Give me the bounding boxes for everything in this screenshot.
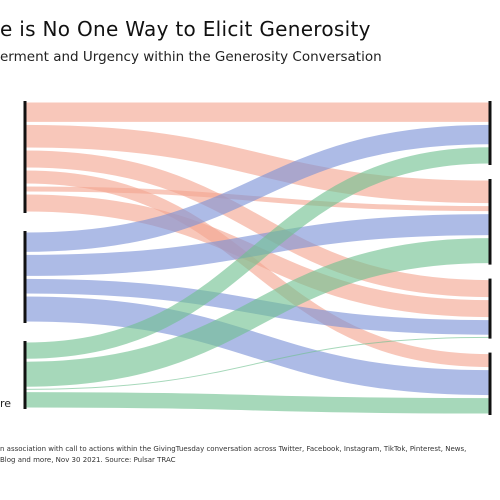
left-node-1 (23, 101, 27, 213)
left-node-label-3: re (0, 397, 12, 410)
footnote-line-2: Blog and more, Nov 30 2021. Source: Puls… (0, 456, 176, 464)
right-node-3 (488, 278, 492, 339)
flow-L2-to-R1-6 (24, 124, 491, 252)
flow-L3-to-R1-10 (24, 147, 491, 359)
chart-subtitle: erment and Urgency within the Generosity… (0, 49, 382, 65)
sankey-chart (23, 101, 492, 415)
footnote-line-1: n association with call to actions withi… (0, 445, 467, 453)
left-node-2 (23, 231, 27, 323)
right-node-4 (488, 352, 492, 415)
sankey-nodes (23, 101, 492, 415)
sankey-flows (24, 102, 491, 414)
flow-L1-to-R2-1 (24, 124, 491, 204)
flow-L3-to-R3-12 (24, 336, 491, 390)
right-node-1 (488, 101, 492, 165)
flow-L3-to-R2-11 (24, 238, 491, 387)
footnote: n association with call to actions withi… (0, 444, 500, 466)
flow-L3-to-R4-13 (24, 392, 491, 414)
flow-L1-to-R4-3 (24, 170, 491, 368)
chart-title: e is No One Way to Elicit Generosity (0, 17, 371, 41)
flow-L1-to-R3-2 (24, 150, 491, 298)
flow-L2-to-R4-9 (24, 296, 491, 396)
left-node-3 (23, 341, 27, 409)
right-node-2 (488, 179, 492, 265)
